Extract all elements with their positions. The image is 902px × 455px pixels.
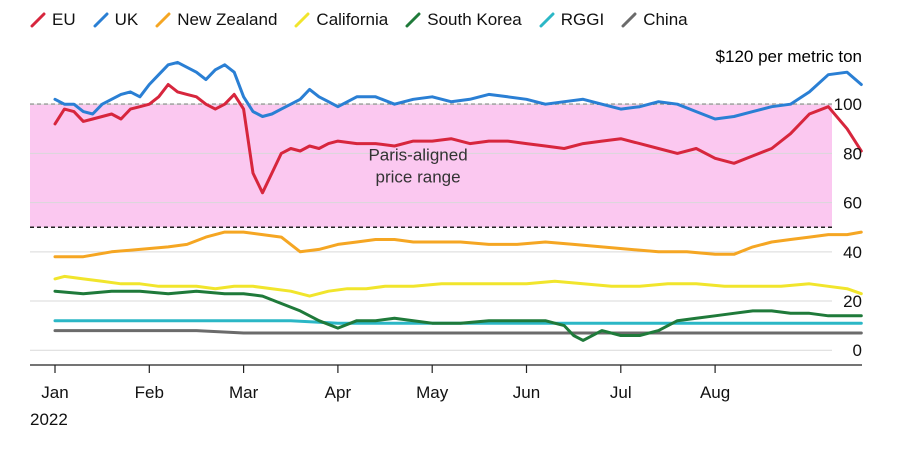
legend-label: EU [52, 10, 76, 29]
series-line-south-korea [53, 289, 863, 342]
legend-item: RGGI [539, 10, 604, 30]
legend-swatch-icon [405, 12, 421, 28]
series-line-china [53, 329, 863, 335]
band-label-line2: price range [376, 168, 461, 187]
legend-swatch-icon [621, 12, 637, 28]
y-tick-label: 40 [843, 243, 862, 262]
y-tick-label: 80 [843, 144, 862, 163]
band-label-line1: Paris-aligned [368, 146, 467, 165]
x-tick-label: Jan [41, 383, 68, 402]
legend-item: California [294, 10, 388, 30]
legend: EU UK New Zealand California South Korea RGGI… [30, 10, 705, 30]
y-tick-label: 0 [853, 341, 862, 360]
legend-label: South Korea [427, 10, 522, 29]
legend-label: RGGI [560, 10, 605, 29]
y-tick-label: 100 [834, 95, 862, 114]
series-line-california [53, 274, 863, 298]
legend-swatch-icon [294, 12, 310, 28]
legend-item: New Zealand [155, 10, 277, 30]
legend-item: EU [30, 10, 76, 30]
legend-label: New Zealand [177, 10, 278, 29]
series-line-eu [53, 83, 863, 195]
unit-label: $120 per metric ton [716, 47, 862, 66]
legend-label: China [643, 10, 688, 29]
x-tick-label: Mar [229, 383, 259, 402]
legend-label: UK [114, 10, 139, 29]
legend-item: UK [93, 10, 139, 30]
legend-swatch-icon [539, 12, 555, 28]
x-tick-label: Aug [700, 383, 730, 402]
legend-swatch-icon [93, 12, 109, 28]
y-tick-label: 60 [843, 194, 862, 213]
y-tick-label: 20 [843, 292, 862, 311]
paris-band [30, 104, 832, 228]
x-tick-label: Apr [325, 383, 352, 402]
legend-item: South Korea [405, 10, 522, 30]
x-tick-label: Jun [513, 383, 540, 402]
x-tick-label: Jul [610, 383, 632, 402]
legend-label: California [316, 10, 389, 29]
legend-swatch-icon [30, 12, 46, 28]
series-line-new-zealand [53, 230, 863, 259]
legend-swatch-icon [155, 12, 171, 28]
x-tick-label: May [416, 383, 449, 402]
year-label: 2022 [30, 410, 68, 429]
legend-item: China [621, 10, 688, 30]
series-line-uk [53, 60, 863, 121]
x-tick-label: Feb [135, 383, 164, 402]
